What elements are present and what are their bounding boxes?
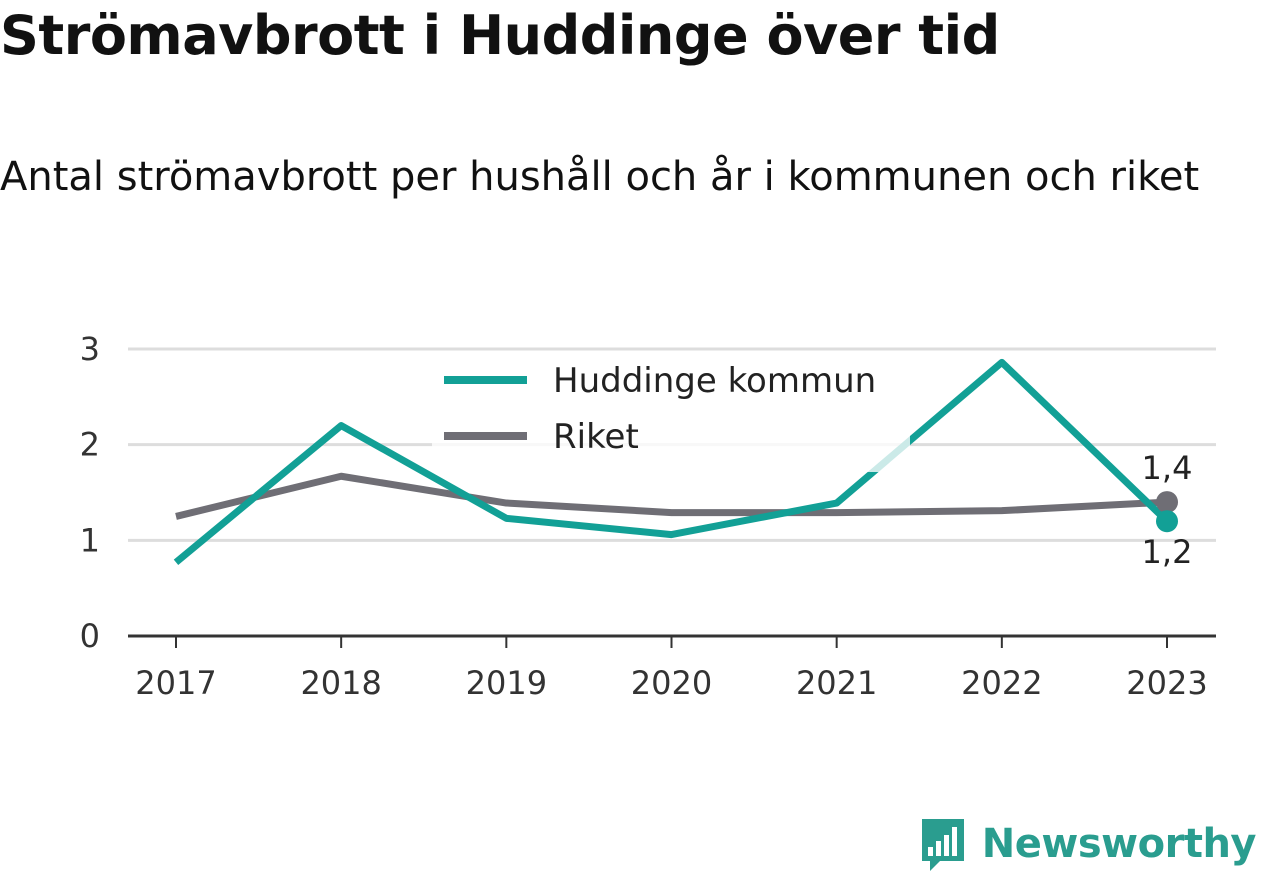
x-tick-label: 2019 (466, 664, 547, 702)
y-tick-label: 0 (80, 617, 100, 655)
newsworthy-logo: Newsworthy (918, 815, 1257, 873)
y-tick-label: 1 (80, 521, 100, 559)
x-tick-label: 2023 (1126, 664, 1207, 702)
x-tick-label: 2022 (961, 664, 1042, 702)
series-line-huddinge (173, 358, 1170, 566)
end-label-huddinge: 1,2 (1142, 533, 1193, 571)
brand-name: Newsworthy (981, 821, 1257, 867)
chart-title: Strömavbrott i Huddinge över tid (0, 4, 1000, 67)
y-tick-label: 3 (80, 330, 100, 368)
x-tick-label: 2017 (135, 664, 216, 702)
legend-box (432, 352, 910, 472)
end-point-riket (1156, 491, 1178, 514)
legend-label-huddinge: Huddinge kommun (553, 361, 876, 401)
y-tick-label: 2 (80, 426, 100, 464)
bar-chart-speech-bubble-icon (921, 819, 964, 871)
series-line-riket (175, 472, 1168, 520)
x-tick-label: 2018 (300, 664, 381, 702)
x-tick-label: 2021 (796, 664, 877, 702)
legend-label-riket: Riket (553, 417, 639, 457)
end-label-riket: 1,4 (1142, 449, 1193, 487)
chart-subtitle: Antal strömavbrott per hushåll och år i … (0, 154, 1200, 200)
end-point-huddinge (1156, 510, 1178, 533)
x-tick-label: 2020 (631, 664, 712, 702)
